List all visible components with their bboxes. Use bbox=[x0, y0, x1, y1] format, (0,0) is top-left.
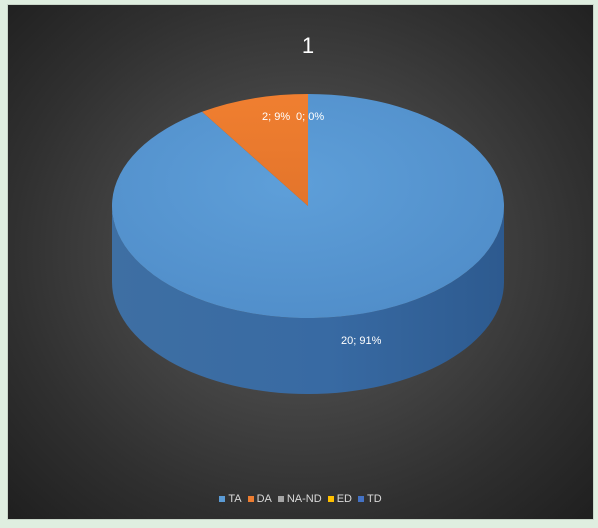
legend-swatch-na-nd bbox=[277, 496, 284, 502]
pie-chart: 20; 91% 2; 9% 0; 0% 1 bbox=[111, 33, 505, 394]
pie-side-ta bbox=[112, 206, 504, 394]
legend-label-ta: TA bbox=[228, 493, 242, 505]
chart-legend: TA DA NA-ND ED TD bbox=[8, 493, 593, 505]
pie-slice-da bbox=[202, 94, 308, 206]
legend-label-td: TD bbox=[366, 493, 382, 505]
legend-item-ta: TA bbox=[219, 493, 242, 505]
legend-item-da: DA bbox=[247, 493, 272, 505]
pie-side bbox=[112, 206, 504, 394]
legend-swatch-ed bbox=[327, 496, 334, 502]
pie-top bbox=[111, 94, 505, 318]
legend-swatch-da bbox=[247, 496, 254, 502]
pie-labels: 20; 91% 2; 9% 0; 0% bbox=[262, 111, 382, 347]
data-label-da: 2; 9% bbox=[262, 111, 290, 123]
legend-item-na-nd: NA-ND bbox=[277, 493, 322, 505]
chart-frame: 20; 91% 2; 9% 0; 0% 1 TA DA NA-ND ED TD bbox=[7, 4, 594, 520]
legend-item-td: TD bbox=[357, 493, 382, 505]
legend-swatch-td bbox=[357, 496, 364, 502]
data-label-na-nd: 0; 0% bbox=[296, 111, 324, 123]
legend-swatch-ta bbox=[219, 496, 226, 502]
data-label-ta: 20; 91% bbox=[341, 335, 382, 347]
legend-label-da: DA bbox=[256, 493, 272, 505]
legend-label-ed: ED bbox=[336, 493, 352, 505]
legend-item-ed: ED bbox=[327, 493, 352, 505]
legend-label-na-nd: NA-ND bbox=[286, 493, 322, 505]
chart-title: 1 bbox=[302, 33, 314, 58]
